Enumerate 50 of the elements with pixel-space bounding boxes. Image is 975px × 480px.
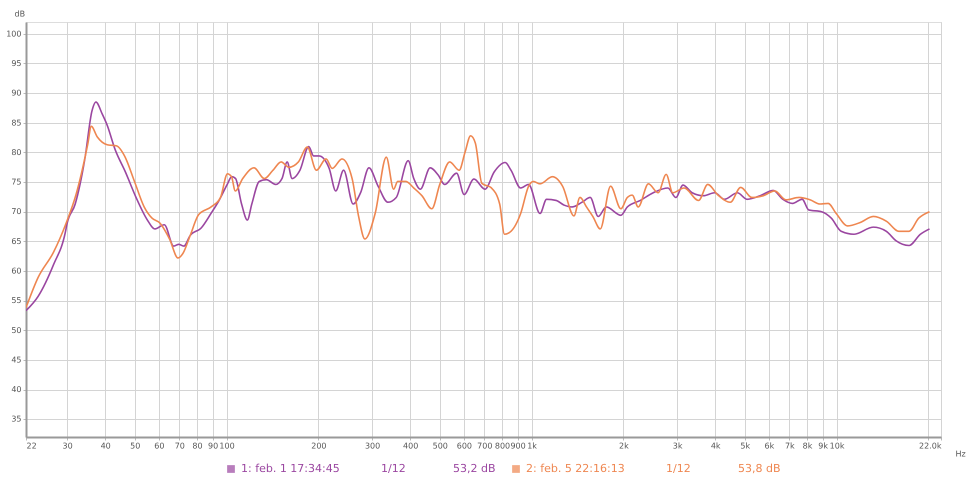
x-tick-label: 30 — [62, 442, 73, 450]
x-tick-label: 500 — [432, 442, 448, 450]
legend-label: 2: feb. 5 22:16:13 — [526, 462, 625, 475]
x-tick-label: 700 — [477, 442, 492, 450]
text: 53,2 dB — [453, 462, 496, 475]
x-tick-label: 5k — [740, 442, 750, 450]
y-tick-label: 80 — [11, 148, 22, 157]
x-tick-label: 300 — [364, 442, 380, 450]
x-tick-label: 200 — [311, 442, 327, 450]
y-tick-label: 100 — [6, 29, 22, 38]
x-tick-label: 10k — [830, 442, 845, 450]
x-tick-label: 40 — [100, 442, 111, 450]
y-tick-label: 95 — [11, 59, 22, 68]
x-tick-label: 6k — [764, 442, 775, 450]
x-tick-label: 22.0k — [919, 442, 942, 450]
y-tick-label: 40 — [11, 385, 22, 394]
text: 1/12 — [666, 462, 691, 475]
x-tick-label: 4k — [710, 442, 721, 450]
x-tick-label: 900 — [510, 442, 526, 450]
x-tick-label: 600 — [456, 442, 472, 450]
y-tick-label: 45 — [11, 355, 22, 364]
y-tick-label: 75 — [11, 178, 22, 187]
x-tick-label: 80 — [192, 442, 203, 450]
y-tick-label: 35 — [11, 414, 22, 424]
x-tick-label: 100 — [219, 442, 235, 450]
x-axis-title: Hz — [956, 450, 966, 458]
text: 53,8 dB — [738, 462, 781, 475]
y-tick-label: 90 — [11, 88, 22, 98]
x-tick-label: 70 — [174, 442, 185, 450]
y-tick-label: 65 — [11, 236, 22, 246]
x-tick-label: 8k — [802, 442, 813, 450]
x-tick-label: 22 — [26, 442, 37, 450]
x-tick-label: 1k — [527, 442, 538, 450]
x-tick-label: 9k — [818, 442, 828, 450]
x-tick-label: 60 — [154, 442, 164, 450]
x-tick-label: 7k — [784, 442, 796, 450]
y-tick-label: 60 — [11, 266, 22, 276]
y-tick-label: 50 — [11, 326, 22, 335]
text: 1/12 — [381, 462, 406, 475]
y-tick-label: 55 — [11, 296, 22, 306]
y-axis-title: dB — [14, 10, 26, 18]
y-tick-label: 70 — [11, 207, 22, 216]
x-tick-label: 3k — [672, 442, 683, 450]
y-tick-label: 85 — [11, 118, 22, 128]
x-tick-label: 90 — [208, 442, 218, 450]
x-tick-label: 2k — [619, 442, 630, 450]
x-tick-label: 800 — [494, 442, 510, 450]
legend-label: 1: feb. 1 17:34:45 — [241, 462, 340, 475]
x-tick-label: 50 — [130, 442, 140, 450]
x-tick-label: 400 — [403, 442, 418, 450]
